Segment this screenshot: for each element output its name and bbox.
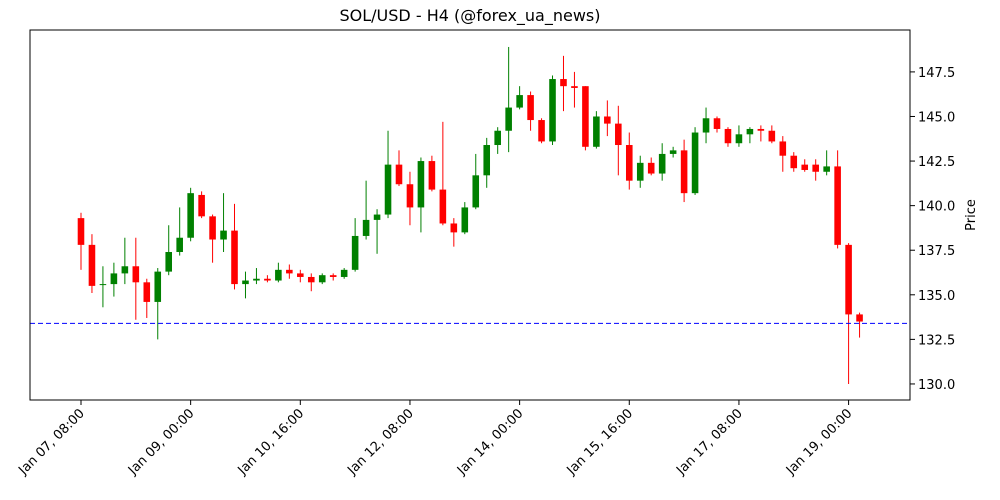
y-tick-label: 137.5 [918, 244, 955, 259]
x-tick-label: Jan 14, 00:00 [454, 406, 526, 478]
candle-body [417, 161, 425, 208]
candle-body [307, 276, 315, 283]
candle-body [165, 252, 173, 272]
candle-body [132, 266, 140, 283]
candle-body [318, 275, 326, 283]
candle-body [549, 79, 556, 142]
candle-body [790, 155, 798, 169]
candle-body [198, 194, 205, 217]
candle-body [176, 237, 183, 252]
candle-body [439, 189, 447, 224]
y-tick-label: 147.5 [918, 66, 955, 81]
candle-body [560, 79, 567, 87]
candle-body [483, 145, 491, 176]
candle-body [768, 130, 776, 142]
x-tick-label: Jan 07, 08:00 [15, 406, 87, 478]
candle-body [680, 150, 688, 194]
candle-body [527, 95, 534, 121]
candle-body [77, 218, 85, 245]
y-tick-label: 132.5 [918, 333, 955, 348]
candle-body [658, 153, 666, 174]
candle-body [187, 193, 194, 238]
candle-body [691, 132, 699, 194]
candle-body [746, 128, 754, 135]
candle-body [220, 230, 227, 240]
candle-body [143, 282, 151, 302]
candle-body [593, 116, 600, 147]
x-tick-label: Jan 15, 16:00 [564, 406, 636, 478]
candle-body [110, 273, 118, 285]
candle-body [757, 128, 765, 131]
candle-body [121, 266, 129, 274]
plot-frame [29, 29, 911, 401]
candle-body [856, 314, 863, 322]
candle-body [604, 116, 611, 124]
candle-body [406, 184, 414, 208]
candle-body [702, 118, 710, 133]
candle-body [494, 130, 501, 146]
candle-body [231, 230, 238, 285]
x-tick-label: Jan 12, 08:00 [344, 406, 416, 478]
candle-body [209, 216, 216, 240]
candle-body [373, 214, 381, 220]
candle-body [801, 164, 809, 170]
candle-body [351, 235, 359, 270]
candle-body [264, 278, 271, 281]
candle-body [713, 118, 721, 129]
candle-body [329, 275, 337, 277]
candle-body [636, 162, 644, 181]
candle-body [242, 280, 249, 285]
candle-body [812, 164, 819, 172]
candle-body [450, 223, 458, 233]
candle-body [735, 134, 743, 144]
y-tick-label: 145.0 [918, 110, 955, 125]
candle-body [538, 120, 545, 142]
candle-body [845, 244, 852, 315]
candle-body [275, 269, 282, 281]
candle-body [615, 123, 622, 146]
y-tick-label: 130.0 [918, 378, 955, 393]
y-axis-label: Price [964, 199, 979, 231]
candle-body [362, 219, 370, 236]
candle-body [395, 164, 403, 185]
candle-body [428, 161, 436, 190]
candle-body [384, 164, 392, 215]
candle-body [472, 175, 480, 208]
candle-body [625, 145, 633, 181]
candle-body [834, 166, 841, 245]
candle-body [582, 86, 589, 147]
x-tick-label: Jan 19, 00:00 [783, 406, 855, 478]
candle-body [779, 141, 787, 156]
candle-body [724, 128, 732, 144]
y-tick-label: 140.0 [918, 200, 955, 215]
y-tick-label: 135.0 [918, 289, 955, 304]
chart-title: SOL/USD - H4 (@forex_ua_news) [340, 6, 601, 26]
candle-body [571, 86, 578, 88]
y-tick-label: 142.5 [918, 155, 955, 170]
candle-body [99, 284, 107, 286]
x-tick-label: Jan 10, 16:00 [235, 406, 307, 478]
candle-body [286, 269, 293, 274]
x-tick-label: Jan 17, 08:00 [673, 406, 745, 478]
x-tick-label: Jan 09, 00:00 [125, 406, 197, 478]
candle-body [516, 95, 523, 108]
candle-body [461, 207, 469, 233]
candle-body [88, 244, 96, 286]
candle-body [647, 162, 655, 174]
candle-body [340, 269, 348, 277]
candle-body [297, 273, 304, 277]
candle-body [669, 150, 677, 154]
candle-body [823, 166, 830, 172]
candle-body [154, 271, 162, 302]
candle-body [505, 107, 512, 131]
candle-body [253, 278, 260, 281]
